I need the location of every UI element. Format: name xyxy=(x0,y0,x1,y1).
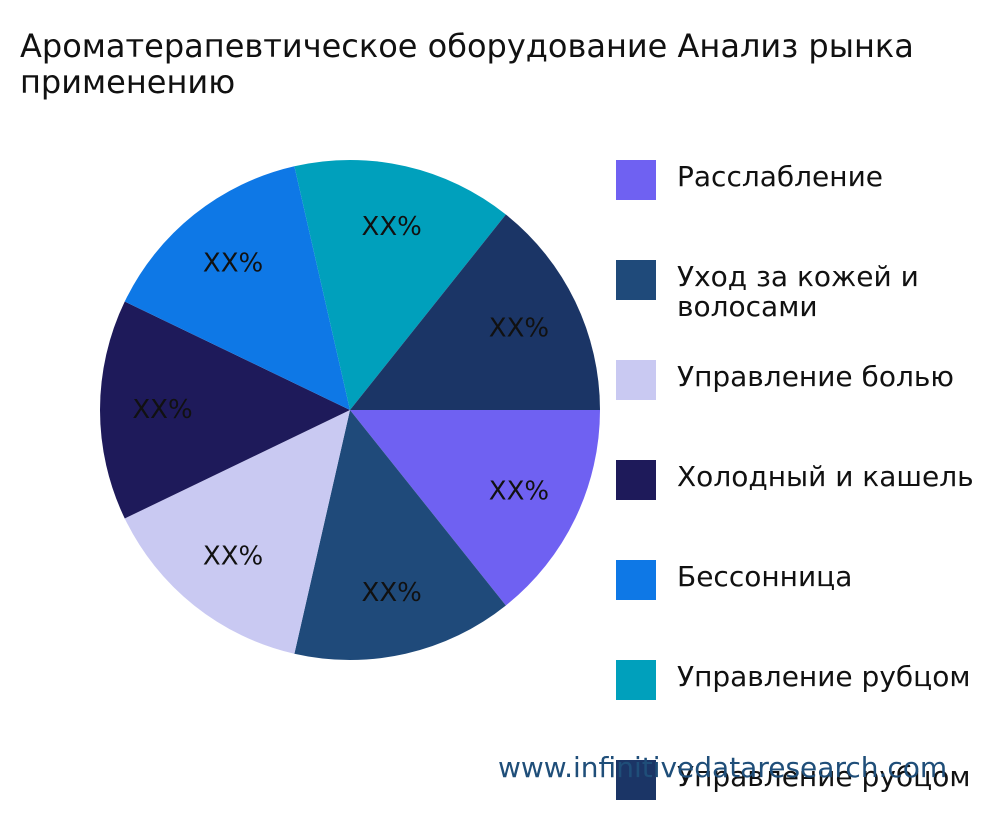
legend-label: Бессонница xyxy=(677,560,853,593)
legend-swatch xyxy=(616,660,656,700)
chart-title: Ароматерапевтическое оборудование Анализ… xyxy=(20,27,914,101)
pie-data-label-3: XX% xyxy=(203,542,263,572)
legend-swatch xyxy=(616,460,656,500)
pie-slice-1 xyxy=(350,410,600,606)
legend-label: Расслабление xyxy=(677,160,884,193)
pie-slice-5 xyxy=(124,166,350,410)
legend-swatch xyxy=(616,160,656,200)
pie-slice-2 xyxy=(294,410,506,661)
legend-swatch xyxy=(616,560,656,600)
pie-chart: XX% XX% XX% XX% XX% XX% XX% xyxy=(100,159,600,661)
pie-data-label-1: XX% xyxy=(489,476,549,506)
pie-data-label-7: XX% xyxy=(489,314,549,344)
legend-label: Управление рубцом xyxy=(677,660,971,693)
watermark: www.infinitivedataresearch.com xyxy=(498,751,948,784)
legend-label: Управление рубцом xyxy=(677,760,971,793)
pie-slice-3 xyxy=(124,410,350,654)
pie-data-label-6: XX% xyxy=(362,212,422,242)
legend-swatch xyxy=(616,360,656,400)
pie-data-label-4: XX% xyxy=(132,395,192,425)
legend-label: Уход за кожей и волосами xyxy=(677,260,919,323)
legend-swatch xyxy=(616,260,656,300)
pie-data-label-2: XX% xyxy=(362,578,422,608)
pie-slice-7 xyxy=(350,214,600,410)
legend-swatch xyxy=(616,760,656,800)
pie-slice-4 xyxy=(100,301,350,519)
pie-slice-6 xyxy=(294,159,506,410)
legend-label: Холодный и кашель xyxy=(677,460,974,493)
legend-label: Управление болью xyxy=(677,360,954,393)
pie-data-label-5: XX% xyxy=(203,248,263,278)
